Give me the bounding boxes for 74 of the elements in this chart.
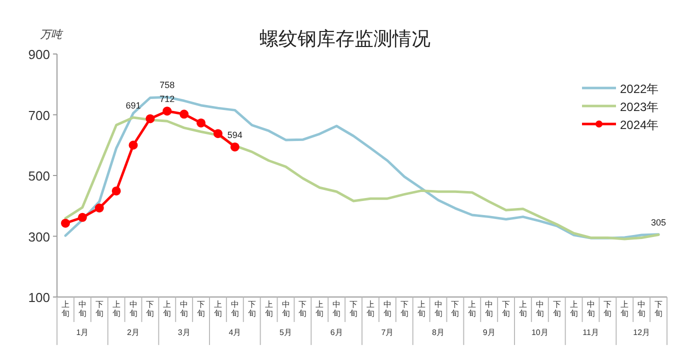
- x-tick-label: 中旬: [536, 300, 544, 318]
- point: [213, 129, 222, 138]
- y-tick-label: 100: [28, 290, 50, 305]
- legend-label: 2023年: [620, 100, 659, 114]
- data-label: 691: [126, 100, 141, 110]
- x-tick-label: 上旬: [264, 300, 273, 318]
- y-axis-title: 万吨: [40, 28, 64, 41]
- x-tick-label: 上旬: [417, 300, 426, 318]
- x-tick-label: 下旬: [298, 300, 307, 318]
- text: 6月: [330, 328, 343, 337]
- x-tick-label: 下旬: [552, 300, 561, 318]
- point: [196, 118, 206, 128]
- chart-title: 螺纹钢库存监测情况: [260, 28, 430, 50]
- x-tick-label: 上旬: [570, 300, 578, 318]
- x-tick-label: 中旬: [434, 300, 442, 318]
- text: 3月: [178, 328, 190, 337]
- x-tick-label: 上旬: [214, 300, 222, 318]
- text: 2月: [127, 328, 140, 337]
- x-tick-label: 下旬: [502, 300, 510, 318]
- x-tick-label: 上旬: [163, 300, 172, 318]
- y-tick-label: 500: [28, 168, 50, 184]
- x-tick-label: 中旬: [586, 300, 595, 318]
- x-tick-label: 下旬: [248, 300, 256, 318]
- point: [230, 142, 240, 152]
- x-tick-label: 下旬: [654, 300, 663, 318]
- text: 10月: [531, 328, 548, 337]
- text: 7月: [381, 328, 394, 337]
- x-tick-label: 下旬: [197, 300, 206, 318]
- x-tick-label: 中旬: [129, 300, 138, 318]
- x-tick-label: 下旬: [350, 300, 358, 318]
- text: 5月: [280, 328, 292, 337]
- x-tick-label: 下旬: [400, 300, 408, 318]
- x-tick-label: 上旬: [468, 300, 476, 318]
- x-tick-label: 中旬: [78, 300, 86, 318]
- point: [146, 114, 155, 124]
- text: 12月: [633, 328, 650, 337]
- point: [128, 140, 138, 150]
- text: 8月: [432, 328, 444, 337]
- x-tick-label: 中旬: [485, 300, 494, 318]
- text: 9月: [482, 328, 496, 337]
- x-tick-label: 中旬: [383, 300, 392, 318]
- point: [94, 204, 104, 212]
- x-tick-label: 下旬: [604, 300, 612, 318]
- x-tick-label: 上旬: [518, 300, 527, 318]
- y-tick-label: 900: [28, 47, 50, 62]
- data-label: 712: [160, 94, 175, 104]
- data-label: 305: [651, 218, 666, 228]
- point: [78, 212, 87, 222]
- x-tick-label: 中旬: [638, 300, 646, 318]
- y-tick-label: 300: [28, 229, 50, 244]
- x-tick-label: 下旬: [451, 300, 460, 318]
- point: [180, 110, 189, 119]
- y-tick-label: 700: [28, 108, 50, 123]
- x-tick-label: 上旬: [112, 300, 120, 318]
- x-tick-label: 中旬: [180, 300, 188, 318]
- x-tick-label: 中旬: [332, 300, 341, 318]
- legend-label: 2024年: [620, 118, 659, 132]
- text: 11月: [582, 328, 599, 337]
- x-tick-label: 上旬: [366, 300, 374, 318]
- x-tick-label: 下旬: [146, 300, 154, 318]
- x-tick-label: 中旬: [230, 300, 239, 318]
- point: [60, 218, 70, 228]
- x-tick-label: 上旬: [620, 300, 629, 318]
- legend-label: 2022年: [620, 82, 659, 96]
- data-label: 594: [227, 130, 242, 140]
- x-tick-label: 上旬: [316, 300, 324, 318]
- x-tick-label: 下旬: [95, 300, 104, 318]
- point: [112, 186, 121, 196]
- text: 4月: [228, 328, 242, 337]
- text: 1月: [76, 328, 89, 337]
- point: [162, 106, 172, 116]
- x-tick-label: 上旬: [61, 300, 70, 318]
- data-label: 758: [160, 80, 175, 90]
- x-tick-label: 中旬: [282, 300, 290, 318]
